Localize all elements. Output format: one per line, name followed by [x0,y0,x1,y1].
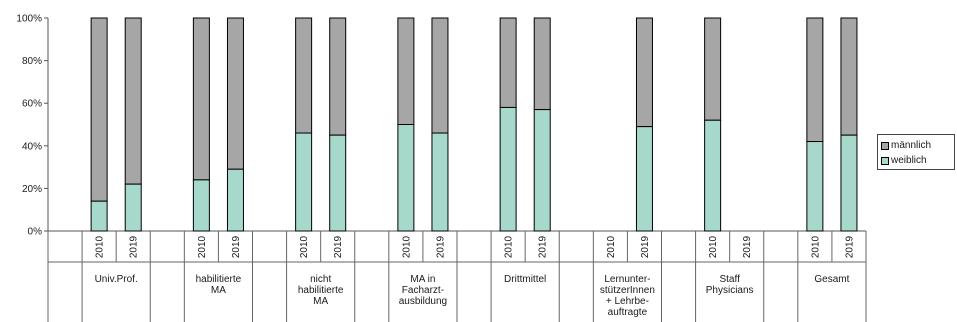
x-category-label-line: MA [313,296,328,307]
x-tick-year-label: 2010 [197,235,208,258]
x-tick-year-label: 2010 [299,235,310,258]
x-category-label-line: Lernunter- [604,274,650,285]
bar-weiblich [499,106,517,232]
bar-maennlich [397,17,415,125]
x-tick-year-label: 2010 [810,235,821,258]
bar-maennlich [124,17,142,185]
bar-maennlich [840,17,858,136]
y-tick-label: 60% [22,99,42,110]
x-category-label-line: Gesamt [814,274,849,285]
x-category-label: Drittmittel [504,274,546,285]
x-tick-year-label: 2019 [844,235,855,258]
x-category-label-line: Drittmittel [504,274,546,285]
bar-weiblich [192,179,210,232]
x-category-label-line: nicht [310,274,331,285]
x-category-label: habilitierte MA [196,274,242,296]
bar-weiblich [226,168,244,232]
y-tick-label: 80% [22,56,42,67]
bar-weiblich [124,183,142,232]
bar-weiblich [397,124,415,232]
x-tick-year-label: 2010 [606,235,617,258]
legend-label-maennlich: männlich [891,140,932,151]
bar-weiblich [431,132,449,232]
x-tick-year-label: 2010 [95,235,106,258]
bar-maennlich [192,17,210,181]
x-category-label-line: ausbildung [399,296,447,307]
x-category-label-line: auftragte [608,307,648,318]
x-tick-year-label: 2019 [231,235,242,258]
legend-item-maennlich: männlich [881,138,952,153]
bar-weiblich [90,200,108,232]
bar-weiblich [840,134,858,232]
legend-swatch-weiblich [881,156,889,165]
x-category-label: Lernunter-stützerInnen + Lehrbe-auftragte [600,274,655,318]
x-category-label: Univ.Prof. [95,274,138,285]
x-tick-year-label: 2019 [435,235,446,258]
y-tick-label: 20% [22,184,42,195]
x-tick-year-label: 2010 [708,235,719,258]
x-tick-year-label: 2019 [538,235,549,258]
x-tick-year-label: 2019 [333,235,344,258]
chart-legend: männlich weiblich [877,134,955,170]
bar-maennlich [806,17,824,143]
x-category-label-line: Physicians [706,285,754,296]
x-category-label-line: habilitierte [196,274,242,285]
bar-weiblich [635,126,653,232]
bar-maennlich [295,17,313,134]
bar-weiblich [533,109,551,232]
x-category-label-line: MA [211,285,226,296]
x-category-label-line: Facharzt- [402,285,444,296]
y-tick-label: 0% [28,227,43,238]
x-tick-year-label: 2019 [640,235,651,258]
bar-weiblich [329,134,347,232]
x-category-label-line: MA in [410,274,435,285]
bar-maennlich [431,17,449,134]
x-category-label-line: Staff [719,274,740,285]
bar-maennlich [329,17,347,136]
bar-maennlich [226,17,244,170]
x-category-label-line: + Lehrbe- [606,296,649,307]
bar-maennlich [533,17,551,111]
x-category-label: Gesamt [814,274,849,285]
x-category-label-line: stützerInnen [600,285,655,296]
x-tick-year-label: 2019 [742,235,753,258]
legend-swatch-maennlich [881,141,889,150]
bar-maennlich [90,17,108,202]
legend-item-weiblich: weiblich [881,153,952,168]
x-category-label-line: habilitierte [298,285,344,296]
bar-maennlich [635,17,653,128]
x-category-label: Staff Physicians [706,274,754,296]
bar-maennlich [499,17,517,108]
x-tick-year-label: 2010 [504,235,515,258]
x-category-label-line: Univ.Prof. [95,274,138,285]
bar-weiblich [704,119,722,232]
bar-maennlich [704,17,722,121]
x-category-label: nicht habilitierte MA [298,274,344,307]
bar-weiblich [806,141,824,232]
y-tick-label: 40% [22,141,42,152]
y-tick-label: 100% [16,14,42,25]
x-tick-year-label: 2010 [401,235,412,258]
x-category-label: MA in Facharzt-ausbildung [399,274,447,307]
x-tick-year-label: 2019 [129,235,140,258]
bar-weiblich [295,132,313,232]
legend-label-weiblich: weiblich [891,155,927,166]
